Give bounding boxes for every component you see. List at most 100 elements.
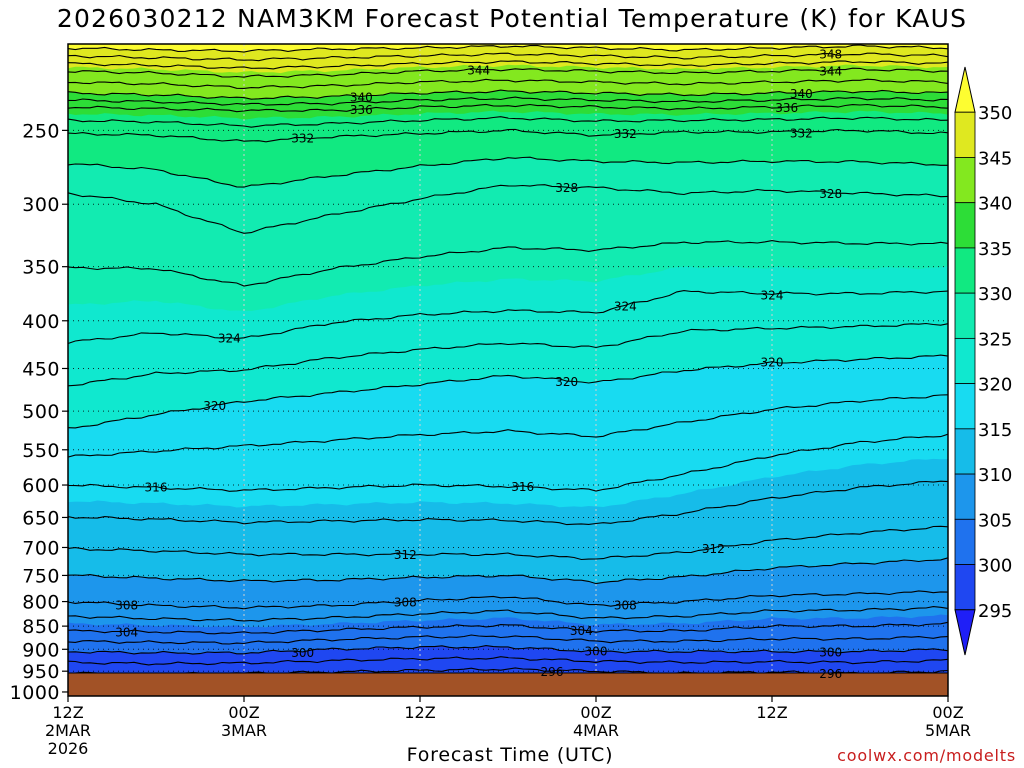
colorbar-segment [954, 247, 976, 294]
contour-label-332: 332 [291, 131, 314, 145]
contour-label-320: 320 [203, 399, 226, 413]
contour-302 [67, 634, 949, 645]
contour-label-308: 308 [614, 599, 637, 613]
contour-label-328: 328 [555, 181, 578, 195]
contour-label-316: 316 [145, 481, 168, 495]
contour-label-344: 344 [819, 64, 842, 78]
x-tick-label: 3MAR [221, 721, 267, 740]
colorbar-label: 325 [978, 329, 1012, 350]
contour-330 [67, 156, 948, 188]
contour-label-348: 348 [819, 48, 842, 62]
contour-label-312: 312 [702, 542, 725, 556]
colorbar-label: 340 [978, 194, 1012, 215]
contour-314 [67, 480, 949, 526]
contour-label-300: 300 [291, 646, 314, 660]
y-tick-label: 750 [22, 565, 60, 587]
contour-label-336: 336 [350, 103, 373, 117]
x-tick-label: 2MAR [45, 721, 91, 740]
contour-332 [67, 128, 949, 143]
contour-308 [67, 590, 949, 610]
fill-band-300 [68, 645, 948, 673]
y-tick-label: 1000 [10, 682, 60, 704]
contour-label-340: 340 [790, 87, 813, 101]
contour-label-340: 340 [350, 91, 373, 105]
colorbar-segment [954, 111, 976, 158]
contour-label-344: 344 [467, 64, 490, 78]
colorbar-segment [954, 518, 976, 565]
colorbar-arrow-bottom [954, 609, 976, 656]
x-tick-label: 2026 [48, 739, 89, 758]
contour-label-320: 320 [555, 375, 578, 389]
contour-300 [67, 645, 949, 655]
contour-312 [67, 525, 949, 561]
x-tick-label: 4MAR [573, 721, 619, 740]
colorbar-segment [954, 383, 976, 430]
y-tick-label: 950 [22, 661, 60, 683]
y-tick-label: 550 [22, 440, 60, 462]
contour-328 [67, 184, 949, 234]
x-tick-label: 00Z [932, 703, 963, 722]
colorbar-label: 310 [978, 465, 1012, 486]
colorbar-segment [954, 428, 976, 475]
colorbar-label: 315 [978, 420, 1012, 441]
contour-label-324: 324 [761, 289, 784, 303]
contour-344 [67, 67, 949, 78]
y-tick-label: 900 [22, 639, 60, 661]
y-tick-label: 500 [22, 401, 60, 423]
contour-label-332: 332 [790, 126, 813, 140]
x-tick-label: 12Z [404, 703, 435, 722]
plot-frame [67, 43, 949, 697]
contour-316 [67, 433, 949, 492]
colorbar-label: 335 [978, 239, 1012, 260]
contour-340 [67, 89, 949, 100]
y-tick-label: 250 [22, 120, 60, 142]
x-tick-label: 12Z [756, 703, 787, 722]
colorbar-label: 295 [978, 601, 1012, 622]
contour-304 [67, 621, 949, 635]
colorbar-segment [954, 473, 976, 520]
y-tick-label: 800 [22, 592, 60, 614]
contour-298 [67, 656, 949, 666]
contour-346 [67, 60, 949, 70]
colorbar-segment [954, 202, 976, 249]
colorbar-label: 300 [978, 556, 1012, 577]
y-tick-label: 300 [22, 194, 60, 216]
credit-link[interactable]: coolwx.com/modelts [837, 746, 1016, 765]
contour-342 [67, 78, 949, 89]
y-tick-label: 600 [22, 475, 60, 497]
contour-310 [67, 557, 949, 585]
chart-title: 2026030212 NAM3KM Forecast Potential Tem… [56, 4, 968, 33]
colorbar-label: 305 [978, 510, 1012, 531]
ground-surface [68, 673, 948, 696]
y-tick-label: 350 [22, 257, 60, 279]
contour-296 [68, 667, 949, 674]
y-tick-label: 650 [22, 507, 60, 529]
contour-334 [67, 116, 949, 128]
y-tick-label: 700 [22, 537, 60, 559]
colorbar-label: 345 [978, 148, 1012, 169]
contour-label-336: 336 [775, 101, 798, 115]
contour-label-296: 296 [541, 665, 564, 679]
contour-326 [67, 240, 949, 287]
contour-label-300: 300 [819, 645, 842, 659]
colorbar-arrow-top [954, 66, 976, 113]
contour-label-308: 308 [394, 596, 417, 610]
contour-label-312: 312 [394, 548, 417, 562]
contour-324 [67, 290, 949, 345]
y-tick-label: 450 [22, 358, 60, 380]
colorbar-segment [954, 564, 976, 611]
contour-306 [67, 606, 949, 622]
y-tick-label: 850 [22, 616, 60, 638]
contour-label-304: 304 [115, 625, 138, 639]
contour-label-308: 308 [115, 599, 138, 613]
contour-label-300: 300 [585, 644, 608, 658]
colorbar-segment [954, 337, 976, 385]
colorbar-label: 350 [978, 103, 1012, 124]
contour-label-332: 332 [614, 127, 637, 141]
y-tick-label: 400 [22, 311, 60, 333]
contour-label-316: 316 [511, 480, 534, 494]
x-axis-label: Forecast Time (UTC) [406, 744, 614, 766]
contour-318 [67, 394, 949, 458]
colorbar-label: 330 [978, 284, 1012, 305]
